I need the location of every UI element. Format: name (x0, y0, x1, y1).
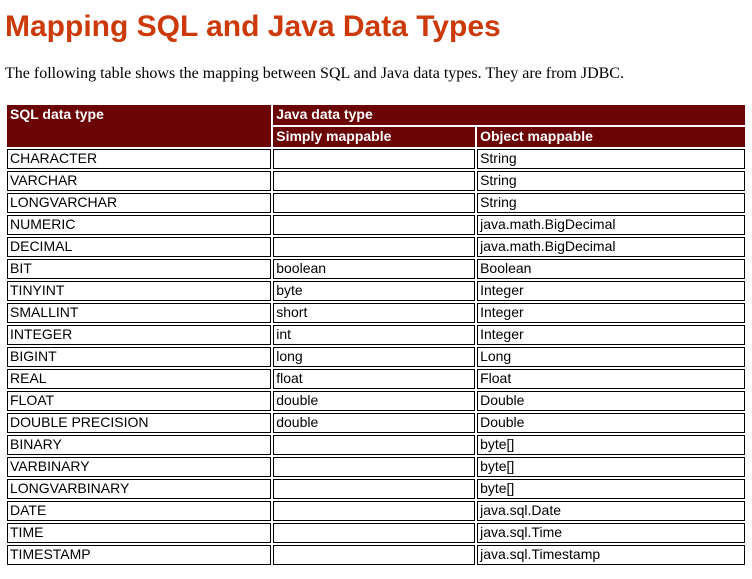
table-row: FLOAT double Double (7, 391, 745, 411)
object-mappable-cell: java.sql.Time (477, 523, 745, 543)
table-row: SMALLINT short Integer (7, 303, 745, 323)
sql-type-cell: TIMESTAMP (7, 545, 272, 565)
sql-type-cell: DOUBLE PRECISION (7, 413, 272, 433)
sql-type-cell: LONGVARCHAR (7, 193, 272, 213)
sql-type-cell: NUMERIC (7, 215, 272, 235)
sql-type-cell: BINARY (7, 435, 272, 455)
simply-mappable-cell (273, 193, 476, 213)
sql-type-cell: DECIMAL (7, 237, 272, 257)
object-mappable-cell: Float (477, 369, 745, 389)
simply-mappable-cell (273, 237, 476, 257)
table-row: CHARACTER String (7, 149, 745, 169)
simply-mappable-cell: double (273, 391, 476, 411)
sql-type-cell: REAL (7, 369, 272, 389)
simply-mappable-cell (273, 523, 476, 543)
simply-mappable-cell (273, 479, 476, 499)
sql-type-cell: TINYINT (7, 281, 272, 301)
simply-mappable-cell (273, 501, 476, 521)
simply-mappable-cell (273, 435, 476, 455)
simply-mappable-cell: byte (273, 281, 476, 301)
simply-mappable-cell: float (273, 369, 476, 389)
object-mappable-cell: Double (477, 413, 745, 433)
intro-text: The following table shows the mapping be… (5, 65, 624, 82)
sql-type-cell: VARBINARY (7, 457, 272, 477)
header-sql-data-type: SQL data type (7, 105, 272, 147)
table-body: CHARACTER String VARCHAR String LONGVARC… (7, 149, 745, 565)
object-mappable-cell: Integer (477, 303, 745, 323)
object-mappable-cell: byte[] (477, 435, 745, 455)
table-row: BIGINT long Long (7, 347, 745, 367)
page-title: Mapping SQL and Java Data Types (5, 10, 501, 43)
simply-mappable-cell: boolean (273, 259, 476, 279)
table-row: TINYINT byte Integer (7, 281, 745, 301)
sql-type-cell: FLOAT (7, 391, 272, 411)
table-row: BINARY byte[] (7, 435, 745, 455)
table-row: REAL float Float (7, 369, 745, 389)
simply-mappable-cell (273, 171, 476, 191)
simply-mappable-cell: long (273, 347, 476, 367)
object-mappable-cell: Boolean (477, 259, 745, 279)
table-row: NUMERIC java.math.BigDecimal (7, 215, 745, 235)
table-row: VARCHAR String (7, 171, 745, 191)
header-java-data-type: Java data type (273, 105, 745, 125)
simply-mappable-cell: short (273, 303, 476, 323)
simply-mappable-cell (273, 457, 476, 477)
sql-type-cell: VARCHAR (7, 171, 272, 191)
simply-mappable-cell (273, 545, 476, 565)
object-mappable-cell: java.math.BigDecimal (477, 237, 745, 257)
sql-type-cell: BIGINT (7, 347, 272, 367)
table-row: BIT boolean Boolean (7, 259, 745, 279)
sql-type-cell: LONGVARBINARY (7, 479, 272, 499)
table-row: DOUBLE PRECISION double Double (7, 413, 745, 433)
object-mappable-cell: byte[] (477, 457, 745, 477)
object-mappable-cell: java.math.BigDecimal (477, 215, 745, 235)
object-mappable-cell: Long (477, 347, 745, 367)
table-row: TIMESTAMP java.sql.Timestamp (7, 545, 745, 565)
sql-type-cell: BIT (7, 259, 272, 279)
table-row: DATE java.sql.Date (7, 501, 745, 521)
object-mappable-cell: String (477, 193, 745, 213)
header-simply-mappable: Simply mappable (273, 127, 476, 147)
table-row: LONGVARCHAR String (7, 193, 745, 213)
sql-type-cell: TIME (7, 523, 272, 543)
header-object-mappable: Object mappable (477, 127, 745, 147)
sql-java-mapping-table: SQL data type Java data type Simply mapp… (5, 103, 747, 567)
object-mappable-cell: Double (477, 391, 745, 411)
table-row: DECIMAL java.math.BigDecimal (7, 237, 745, 257)
page: Mapping SQL and Java Data Types The foll… (5, 10, 747, 567)
header-row-top: SQL data type Java data type (7, 105, 745, 147)
table-row: LONGVARBINARY byte[] (7, 479, 745, 499)
header-row-sub: Simply mappable Object mappable (7, 127, 745, 147)
object-mappable-cell: java.sql.Timestamp (477, 545, 745, 565)
table-row: INTEGER int Integer (7, 325, 745, 345)
simply-mappable-cell (273, 215, 476, 235)
simply-mappable-cell: double (273, 413, 476, 433)
sql-type-cell: INTEGER (7, 325, 272, 345)
sql-type-cell: SMALLINT (7, 303, 272, 323)
object-mappable-cell: String (477, 149, 745, 169)
object-mappable-cell: Integer (477, 325, 745, 345)
object-mappable-cell: Integer (477, 281, 745, 301)
table-row: TIME java.sql.Time (7, 523, 745, 543)
object-mappable-cell: byte[] (477, 479, 745, 499)
object-mappable-cell: String (477, 171, 745, 191)
table-header: SQL data type Java data type Simply mapp… (7, 105, 745, 147)
sql-type-cell: CHARACTER (7, 149, 272, 169)
simply-mappable-cell (273, 149, 476, 169)
object-mappable-cell: java.sql.Date (477, 501, 745, 521)
table-row: VARBINARY byte[] (7, 457, 745, 477)
sql-type-cell: DATE (7, 501, 272, 521)
simply-mappable-cell: int (273, 325, 476, 345)
